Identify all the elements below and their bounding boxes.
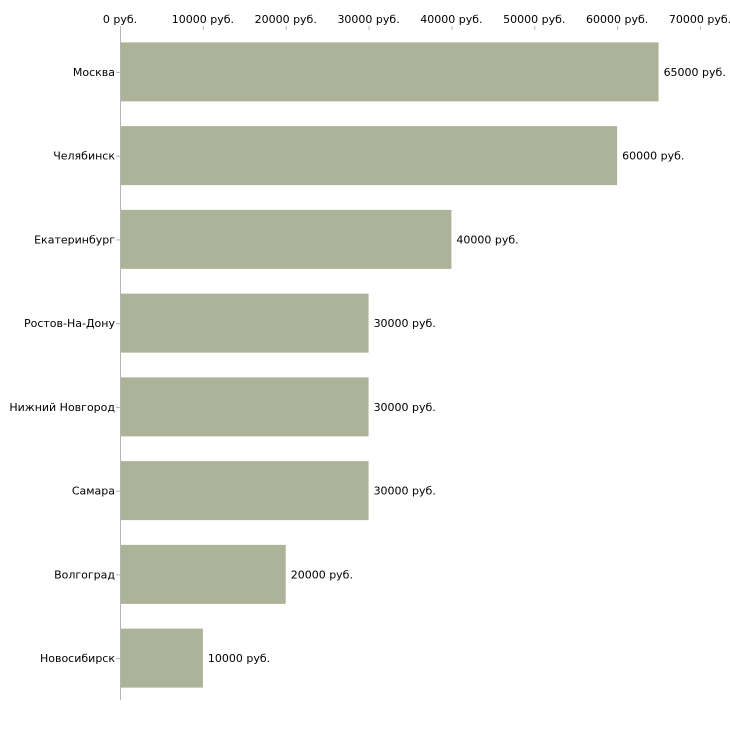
bar [121,42,659,102]
bar [121,461,369,521]
bar-value-label: 20000 руб. [291,568,353,581]
y-axis: Москва Челябинск Екатеринбург Ростов-На-Дон… [9,66,120,665]
bar-value-label: 30000 руб. [374,401,436,414]
bar [121,126,618,186]
x-tick-label: 0 руб. [103,13,137,26]
category-label: Нижний Новгород [9,401,115,414]
category-label: Самара [72,485,115,498]
bar-value-label: 65000 руб. [664,66,726,79]
x-axis: 0 руб. 10000 руб. 20000 руб. 30000 руб. 4000… [103,13,730,30]
category-label: Волгоград [54,568,115,581]
category-label: Екатеринбург [34,233,115,246]
category-label: Ростов-На-Дону [24,317,115,330]
bar [121,209,452,269]
bar [121,544,286,604]
x-tick-label: 60000 руб. [586,13,648,26]
category-label: Новосибирск [40,652,115,665]
x-tick-label: 30000 руб. [337,13,399,26]
bar [121,377,369,437]
bar [121,628,203,688]
x-tick-label: 40000 руб. [420,13,482,26]
category-label: Челябинск [53,150,115,163]
bars-group: 65000 руб. 60000 руб. 40000 руб. 30000 руб.… [121,42,726,688]
x-tick-label: 10000 руб. [172,13,234,26]
x-tick-label: 20000 руб. [255,13,317,26]
category-label: Москва [73,66,115,79]
bar-value-label: 60000 руб. [622,150,684,163]
bar [121,293,369,353]
bar-value-label: 10000 руб. [208,652,270,665]
bar-value-label: 30000 руб. [374,485,436,498]
x-tick-label: 50000 руб. [503,13,565,26]
bar-value-label: 40000 руб. [456,233,518,246]
bar-value-label: 30000 руб. [374,317,436,330]
x-tick-label: 70000 руб. [669,13,730,26]
